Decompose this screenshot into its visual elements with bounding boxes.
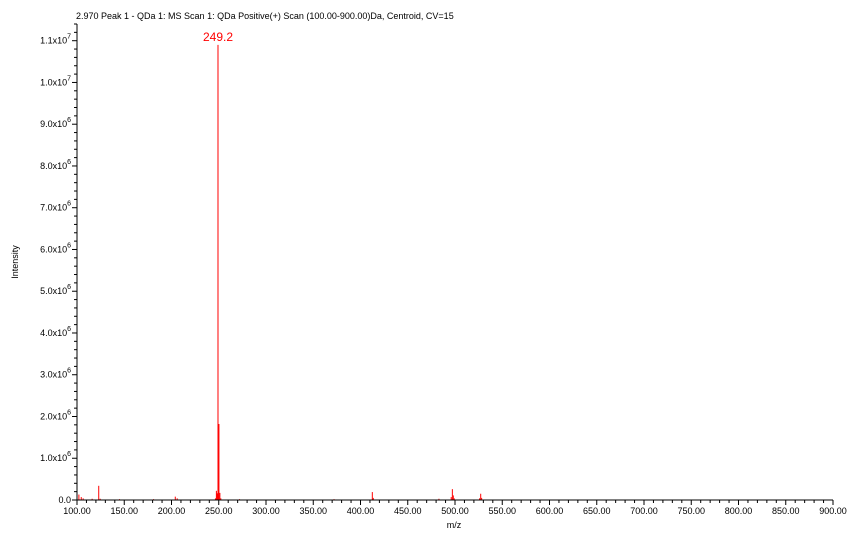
y-tick-label-2: 2.0x106 <box>40 409 71 421</box>
annotations-group: 249.2 <box>203 30 233 44</box>
y-tick-label-6: 6.0x106 <box>40 242 71 254</box>
y-tick-label-1: 1.0x106 <box>40 451 71 463</box>
x-tick-label-4: 300.00 <box>252 506 280 516</box>
x-tick-label-15: 850.00 <box>772 506 800 516</box>
x-tick-label-5: 350.00 <box>299 506 327 516</box>
y-axis-label: Intensity <box>10 245 20 279</box>
y-tick-label-7: 7.0x106 <box>40 201 71 213</box>
y-tick-label-8: 8.0x106 <box>40 159 71 171</box>
x-tick-label-10: 600.00 <box>536 506 564 516</box>
x-tick-label-13: 750.00 <box>677 506 705 516</box>
x-tick-label-12: 700.00 <box>630 506 658 516</box>
x-tick-label-11: 650.00 <box>583 506 611 516</box>
y-tick-label-11: 1.1x107 <box>40 34 71 46</box>
y-tick-label-5: 5.0x106 <box>40 284 71 296</box>
x-tick-label-3: 250.00 <box>205 506 233 516</box>
x-tick-label-1: 150.00 <box>110 506 138 516</box>
x-tick-label-7: 450.00 <box>394 506 422 516</box>
x-tick-label-6: 400.00 <box>347 506 375 516</box>
x-tick-label-14: 800.00 <box>725 506 753 516</box>
y-tick-label-9: 9.0x106 <box>40 117 71 129</box>
x-axis-label: m/z <box>447 520 462 530</box>
y-tick-label-0: 0.0 <box>58 495 71 505</box>
y-tick-label-10: 1.0x107 <box>40 75 71 87</box>
y-tick-label-3: 3.0x106 <box>40 368 71 380</box>
peak-label-0: 249.2 <box>203 30 233 44</box>
x-tick-label-2: 200.00 <box>158 506 186 516</box>
chart-title: 2.970 Peak 1 - QDa 1: MS Scan 1: QDa Pos… <box>76 11 454 21</box>
x-tick-label-0: 100.00 <box>63 506 91 516</box>
y-tick-label-4: 4.0x106 <box>40 326 71 338</box>
x-tick-label-8: 500.00 <box>441 506 469 516</box>
x-tick-label-16: 900.00 <box>819 506 847 516</box>
x-tick-label-9: 550.00 <box>488 506 516 516</box>
axes-group: 100.00 150.00 200.00 250.00 300.00 350.00 400.… <box>40 23 847 516</box>
peaks-group <box>78 44 483 500</box>
